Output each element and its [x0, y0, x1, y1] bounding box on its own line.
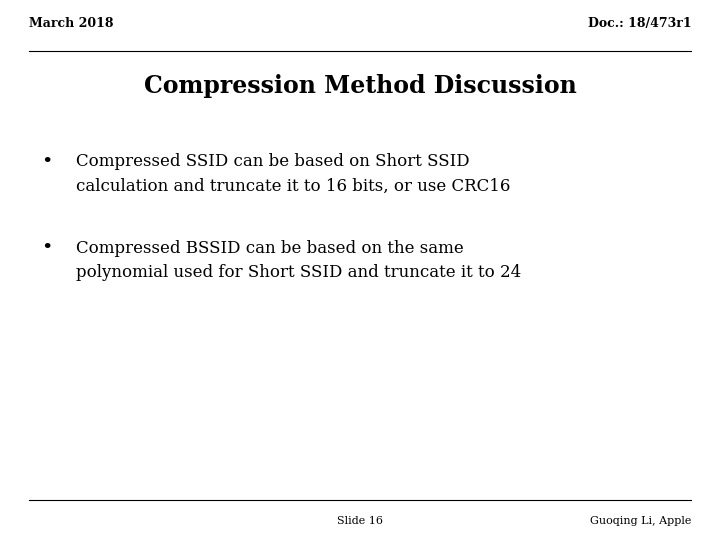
- Text: •: •: [41, 153, 53, 171]
- Text: March 2018: March 2018: [29, 17, 113, 30]
- Text: Compressed BSSID can be based on the same: Compressed BSSID can be based on the sam…: [76, 240, 464, 257]
- Text: Compressed SSID can be based on Short SSID: Compressed SSID can be based on Short SS…: [76, 153, 469, 171]
- Text: •: •: [41, 239, 53, 258]
- Text: polynomial used for Short SSID and truncate it to 24: polynomial used for Short SSID and trunc…: [76, 264, 521, 281]
- Text: calculation and truncate it to 16 bits, or use CRC16: calculation and truncate it to 16 bits, …: [76, 178, 510, 195]
- Text: Doc.: 18/473r1: Doc.: 18/473r1: [588, 17, 691, 30]
- Text: Compression Method Discussion: Compression Method Discussion: [143, 75, 577, 98]
- Text: Guoqing Li, Apple: Guoqing Li, Apple: [590, 516, 691, 526]
- Text: Slide 16: Slide 16: [337, 516, 383, 526]
